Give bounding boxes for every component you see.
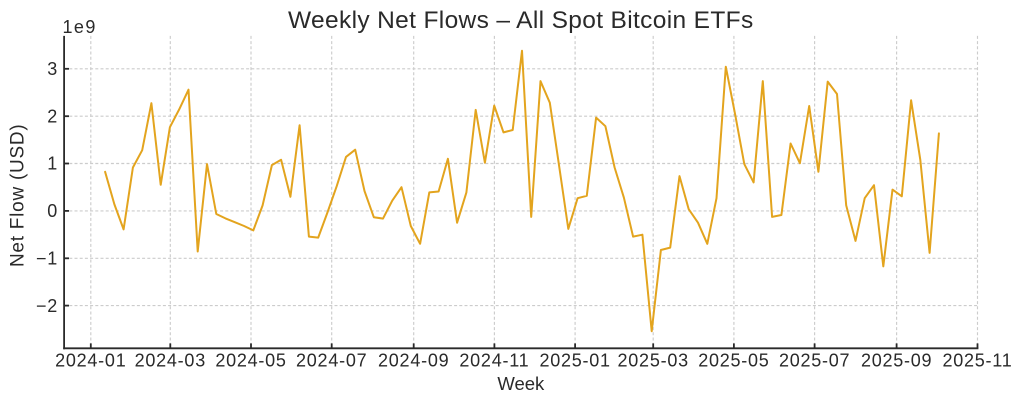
svg-text:2025-03: 2025-03 [618,351,689,371]
svg-text:2: 2 [47,106,58,126]
svg-text:−1: −1 [36,249,58,269]
svg-text:3: 3 [47,59,58,79]
svg-text:2025-07: 2025-07 [779,351,850,371]
svg-text:2025-09: 2025-09 [861,351,932,371]
svg-text:Net Flow (USD): Net Flow (USD) [8,124,29,268]
svg-text:2024-01: 2024-01 [55,351,126,371]
svg-text:2024-09: 2024-09 [378,351,449,371]
svg-text:2025-11: 2025-11 [943,351,1013,371]
svg-text:0: 0 [47,201,58,221]
svg-text:2025-01: 2025-01 [539,351,610,371]
svg-text:2024-05: 2024-05 [215,351,286,371]
svg-text:2024-11: 2024-11 [459,351,529,371]
svg-text:1e9: 1e9 [63,17,97,37]
svg-text:2024-03: 2024-03 [135,351,206,371]
svg-text:−2: −2 [36,296,58,316]
svg-text:2024-07: 2024-07 [296,351,367,371]
svg-text:1: 1 [47,154,58,174]
svg-text:Week: Week [497,373,545,394]
svg-text:2025-05: 2025-05 [698,351,769,371]
svg-text:Weekly Net Flows – All Spot Bi: Weekly Net Flows – All Spot Bitcoin ETFs [288,7,754,34]
